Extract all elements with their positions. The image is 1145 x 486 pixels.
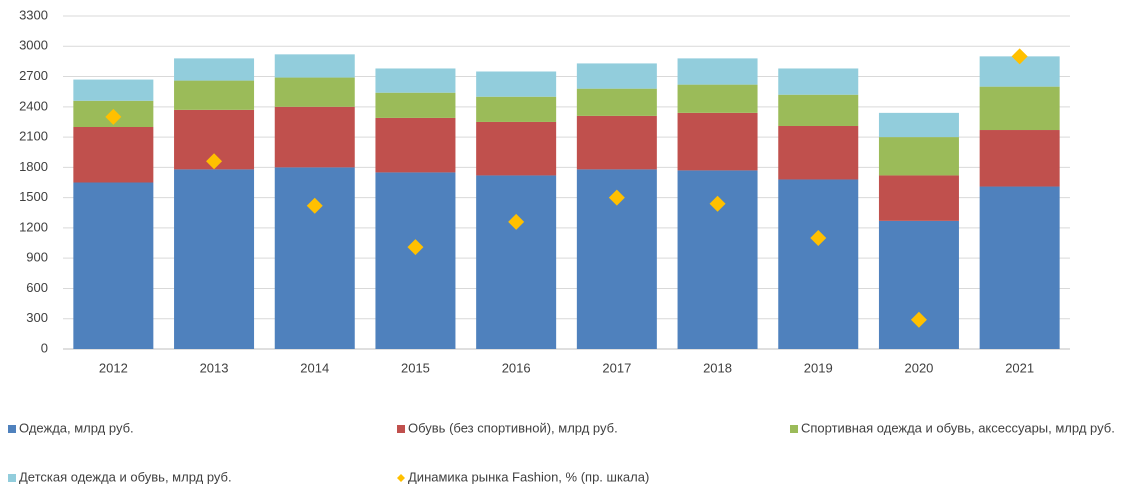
y-tick-label: 900 <box>26 250 48 265</box>
marker <box>508 213 525 230</box>
x-tick-label: 2021 <box>1005 360 1034 375</box>
x-tick-label: 2019 <box>804 360 833 375</box>
legend-swatch <box>790 425 798 433</box>
bar-segment <box>979 186 1060 349</box>
x-tick-label: 2020 <box>904 360 933 375</box>
x-tick-label: 2014 <box>300 360 329 375</box>
bar-segment <box>375 92 456 118</box>
y-tick-label: 2700 <box>19 68 48 83</box>
bar-segment <box>274 77 355 107</box>
legend-swatch <box>397 425 405 433</box>
y-tick-label: 1200 <box>19 219 48 234</box>
x-tick-label: 2016 <box>502 360 531 375</box>
y-tick-label: 2400 <box>19 98 48 113</box>
legend-label: Одежда, млрд руб. <box>19 420 134 435</box>
y-tick-label: 300 <box>26 310 48 325</box>
bar-segment <box>778 94 859 126</box>
bar-segment <box>576 88 657 116</box>
legend-label: Детская одежда и обувь, млрд руб. <box>19 469 232 484</box>
x-tick-label: 2018 <box>703 360 732 375</box>
bar-segment <box>677 112 758 171</box>
marker <box>306 197 323 214</box>
y-tick-label: 1800 <box>19 159 48 174</box>
bar-segment <box>878 175 959 221</box>
bar-segment <box>878 137 959 176</box>
bar-segment <box>73 127 154 183</box>
marker <box>105 108 122 125</box>
bar-segment <box>576 115 657 170</box>
y-tick-label: 2100 <box>19 129 48 144</box>
legend-label: Динамика рынка Fashion, % (пр. шкала) <box>408 469 649 484</box>
bar-segment <box>476 121 557 176</box>
y-tick-label: 600 <box>26 280 48 295</box>
x-tick-label: 2013 <box>200 360 229 375</box>
y-tick-label: 0 <box>41 340 48 355</box>
bar-segment <box>73 79 154 101</box>
bar-segment <box>476 175 557 349</box>
bar-segment <box>375 117 456 173</box>
bar-segment <box>274 106 355 168</box>
bar-segment <box>174 80 255 110</box>
marker <box>709 195 726 212</box>
y-tick-label: 3000 <box>19 38 48 53</box>
bar-segment <box>677 58 758 85</box>
bar-segment <box>476 71 557 97</box>
x-tick-label: 2015 <box>401 360 430 375</box>
bar-segment <box>979 86 1060 131</box>
bar-segment <box>979 130 1060 187</box>
marker <box>910 311 927 328</box>
y-tick-label: 1500 <box>19 189 48 204</box>
bar-segment <box>778 179 859 349</box>
x-tick-label: 2012 <box>99 360 128 375</box>
bar-segment <box>476 96 557 122</box>
bar-segment <box>174 58 255 81</box>
marker <box>1011 48 1028 65</box>
marker <box>407 239 424 256</box>
bar-segment <box>73 182 154 349</box>
bar-segment <box>878 112 959 138</box>
legend-swatch <box>397 474 405 482</box>
marker <box>810 230 827 246</box>
bar-segment <box>174 169 255 349</box>
bar-segment <box>375 68 456 93</box>
legend-swatch <box>8 425 16 433</box>
bar-segment <box>274 54 355 78</box>
bar-segment <box>576 63 657 89</box>
legend-swatch <box>8 474 16 482</box>
bar-segment <box>274 167 355 349</box>
x-tick-label: 2017 <box>602 360 631 375</box>
bar-segment <box>778 125 859 180</box>
bar-segment <box>375 172 456 349</box>
legend-label: Обувь (без спортивной), млрд руб. <box>408 420 618 435</box>
marker <box>608 189 625 206</box>
bar-segment <box>677 84 758 113</box>
marker <box>206 153 223 170</box>
y-tick-label: 3300 <box>19 7 48 22</box>
bar-segment <box>878 220 959 349</box>
bar-segment <box>778 68 859 95</box>
legend-label: Спортивная одежда и обувь, аксессуары, м… <box>801 420 1115 435</box>
